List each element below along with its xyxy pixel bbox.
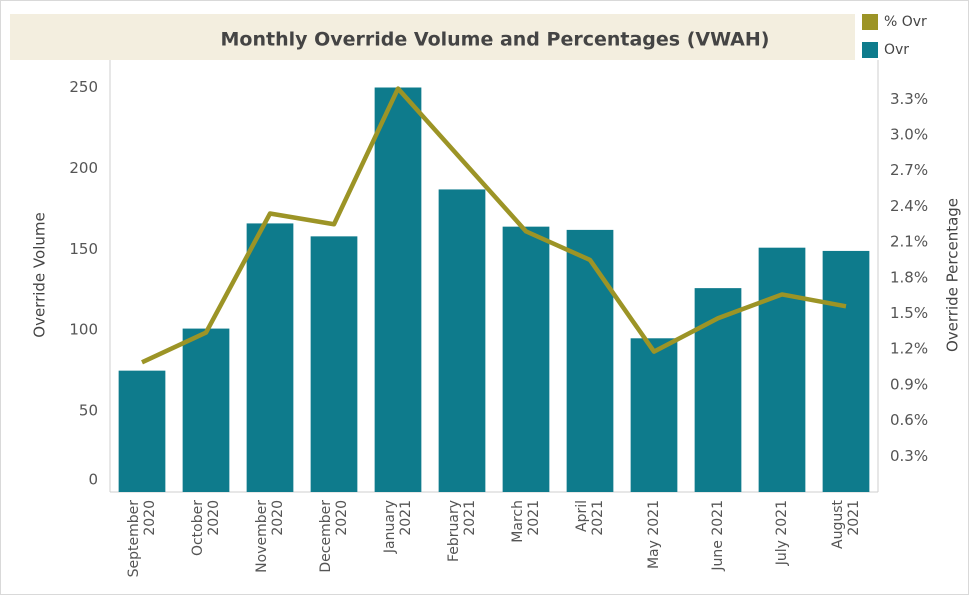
x-tick-label: February 2021: [446, 500, 478, 562]
x-tick-label: July 2021: [774, 500, 790, 566]
y2-tick-label: 1.5%: [890, 304, 928, 322]
y-tick-label: 250: [69, 78, 98, 96]
bar: [374, 87, 422, 492]
bar: [438, 189, 486, 492]
y-tick-label: 200: [69, 159, 98, 177]
x-tick-label: October 2020: [190, 500, 222, 556]
x-tick-label: March 2021: [510, 500, 542, 543]
bar: [310, 236, 358, 492]
y-axis-title: Override Volume: [31, 212, 49, 337]
legend-label: % Ovr: [884, 14, 927, 30]
x-tick-label: September 2020: [126, 500, 158, 578]
bar: [182, 328, 230, 492]
bar: [758, 247, 806, 492]
legend-swatch: [862, 42, 878, 58]
y2-tick-label: 3.3%: [890, 90, 928, 108]
x-tick-label: June 2021: [710, 500, 726, 572]
x-tick-label: January 2021: [382, 500, 414, 554]
legend-label: Ovr: [884, 42, 909, 58]
x-tick-label: December 2020: [318, 500, 350, 573]
y2-tick-label: 0.6%: [890, 411, 928, 429]
y2-tick-label: 3.0%: [890, 125, 928, 143]
chart-title: Monthly Override Volume and Percentages …: [221, 29, 770, 51]
y2-tick-label: 2.4%: [890, 197, 928, 215]
bar: [566, 229, 614, 492]
y2-tick-label: 1.8%: [890, 268, 928, 286]
y2-tick-label: 2.7%: [890, 161, 928, 179]
bar: [118, 370, 166, 492]
y2-axis-title: Override Percentage: [944, 198, 962, 352]
y2-tick-label: 2.1%: [890, 233, 928, 251]
bar: [694, 288, 742, 492]
bar: [630, 338, 678, 492]
legend-swatch: [862, 14, 878, 30]
bar: [246, 223, 294, 493]
y2-tick-label: 0.9%: [890, 375, 928, 393]
x-tick-label: August 2021: [830, 499, 862, 549]
y2-tick-label: 0.3%: [890, 447, 928, 465]
x-tick-label: April 2021: [574, 500, 606, 540]
y-tick-label: 0: [88, 471, 98, 489]
bar: [822, 250, 870, 492]
y2-tick-label: 1.2%: [890, 340, 928, 358]
bar: [502, 226, 550, 493]
x-tick-label: May 2021: [646, 500, 662, 569]
y-tick-label: 150: [69, 240, 98, 258]
line: [141, 86, 847, 365]
y-tick-label: 50: [79, 402, 98, 420]
x-tick-label: November 2020: [254, 500, 286, 573]
title-band: [10, 14, 855, 60]
y-tick-label: 100: [69, 321, 98, 339]
